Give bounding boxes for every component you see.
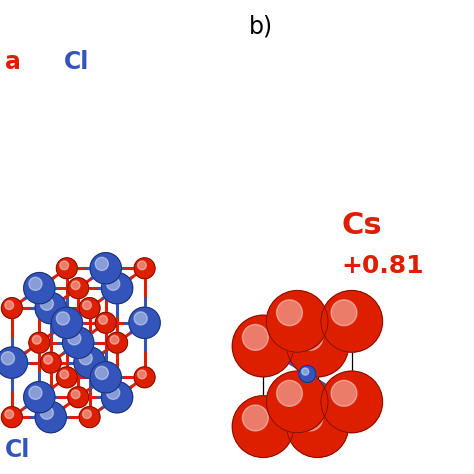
Circle shape xyxy=(79,407,100,428)
Circle shape xyxy=(35,401,66,433)
Circle shape xyxy=(129,307,160,338)
Circle shape xyxy=(99,316,108,324)
Circle shape xyxy=(297,405,323,431)
Circle shape xyxy=(82,301,91,310)
Circle shape xyxy=(51,307,82,338)
Circle shape xyxy=(79,298,100,319)
Circle shape xyxy=(24,382,55,413)
Circle shape xyxy=(68,332,81,345)
Circle shape xyxy=(63,327,94,358)
Circle shape xyxy=(32,336,41,344)
Circle shape xyxy=(321,291,383,352)
Circle shape xyxy=(242,405,268,431)
Circle shape xyxy=(137,370,146,379)
Circle shape xyxy=(297,324,323,350)
Circle shape xyxy=(90,362,121,393)
Circle shape xyxy=(1,298,22,319)
Circle shape xyxy=(95,366,109,380)
Circle shape xyxy=(331,380,357,406)
Circle shape xyxy=(29,386,42,400)
Circle shape xyxy=(40,297,54,310)
Text: Cl: Cl xyxy=(5,438,30,463)
Circle shape xyxy=(5,410,14,419)
Circle shape xyxy=(331,300,357,326)
Circle shape xyxy=(60,261,69,270)
Circle shape xyxy=(287,396,348,457)
Circle shape xyxy=(242,324,268,350)
Text: b): b) xyxy=(249,14,273,38)
Circle shape xyxy=(134,312,147,325)
Circle shape xyxy=(110,336,119,344)
Circle shape xyxy=(60,370,69,379)
Circle shape xyxy=(35,292,66,324)
Circle shape xyxy=(137,261,146,270)
Circle shape xyxy=(74,347,105,378)
Circle shape xyxy=(266,371,328,433)
Circle shape xyxy=(82,410,91,419)
Circle shape xyxy=(90,253,121,284)
Circle shape xyxy=(107,277,120,291)
Circle shape xyxy=(232,396,294,457)
Circle shape xyxy=(299,365,316,383)
Circle shape xyxy=(71,390,80,399)
Circle shape xyxy=(101,273,133,304)
Circle shape xyxy=(56,312,70,325)
Circle shape xyxy=(40,406,54,419)
Circle shape xyxy=(276,380,302,406)
Circle shape xyxy=(79,352,92,365)
Circle shape xyxy=(276,300,302,326)
Circle shape xyxy=(68,387,89,408)
Text: +0.81: +0.81 xyxy=(341,254,424,278)
Circle shape xyxy=(301,368,309,375)
Circle shape xyxy=(266,291,328,352)
Circle shape xyxy=(95,312,116,333)
Text: Cs: Cs xyxy=(341,211,382,240)
Circle shape xyxy=(95,257,109,271)
Circle shape xyxy=(134,258,155,279)
Circle shape xyxy=(0,347,27,378)
Circle shape xyxy=(321,371,383,433)
Circle shape xyxy=(56,258,77,279)
Circle shape xyxy=(29,332,50,353)
Text: Cl: Cl xyxy=(64,50,90,74)
Circle shape xyxy=(134,367,155,388)
Circle shape xyxy=(24,273,55,304)
Circle shape xyxy=(232,315,294,377)
Circle shape xyxy=(68,278,89,299)
Circle shape xyxy=(71,281,80,290)
Circle shape xyxy=(107,332,128,353)
Circle shape xyxy=(1,407,22,428)
Circle shape xyxy=(101,382,133,413)
Circle shape xyxy=(29,277,42,291)
Circle shape xyxy=(1,352,15,365)
Circle shape xyxy=(44,356,53,364)
Circle shape xyxy=(40,352,61,373)
Circle shape xyxy=(107,386,120,400)
Text: a: a xyxy=(5,50,20,74)
Circle shape xyxy=(56,367,77,388)
Circle shape xyxy=(5,301,14,310)
Circle shape xyxy=(287,315,348,377)
